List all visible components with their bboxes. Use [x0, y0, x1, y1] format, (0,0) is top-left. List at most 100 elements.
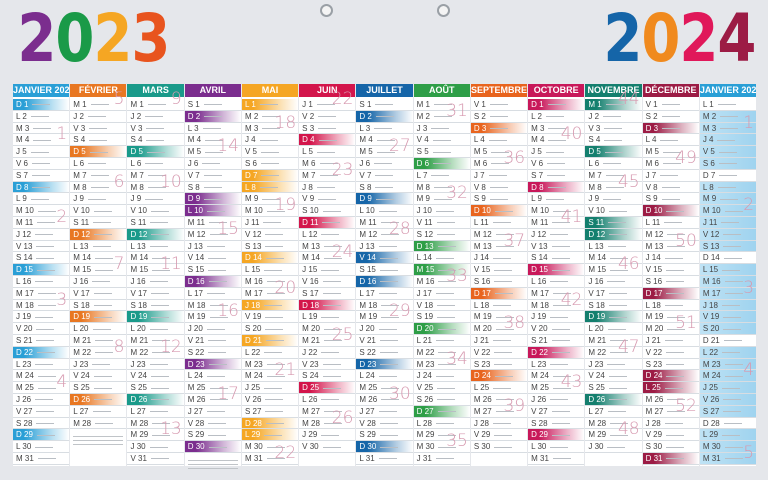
- day-cell[interactable]: S 16: [470, 276, 528, 288]
- day-cell[interactable]: J 5: [13, 146, 70, 158]
- day-cell[interactable]: M 6 49: [642, 149, 699, 170]
- day-cell[interactable]: V 11: [413, 217, 470, 229]
- day-cell[interactable]: M 17: [13, 288, 70, 300]
- day-cell[interactable]: J 30: [127, 441, 184, 453]
- day-cell[interactable]: L 13: [585, 241, 642, 253]
- day-cell[interactable]: D 5: [127, 146, 184, 158]
- day-cell[interactable]: M 8 10: [127, 173, 184, 194]
- day-cell[interactable]: L 18: [470, 300, 528, 312]
- day-cell[interactable]: S 13: [699, 240, 757, 253]
- day-cell[interactable]: D 17: [642, 287, 699, 300]
- day-cell[interactable]: M 18 3: [13, 291, 70, 312]
- day-cell[interactable]: L 8: [699, 181, 757, 194]
- day-cell[interactable]: M 12 28: [356, 220, 413, 241]
- day-cell[interactable]: M 14 24: [299, 244, 356, 265]
- day-cell[interactable]: L 12: [299, 229, 356, 241]
- day-cell[interactable]: L 1: [699, 99, 757, 111]
- day-cell[interactable]: J 26: [528, 394, 585, 406]
- day-cell[interactable]: D 26: [127, 393, 184, 406]
- day-cell[interactable]: L 21: [413, 335, 470, 347]
- day-cell[interactable]: S 13: [241, 241, 299, 253]
- day-cell[interactable]: S 4: [127, 134, 184, 147]
- day-cell[interactable]: M 22 47: [585, 338, 642, 359]
- day-cell[interactable]: M 4 1: [13, 126, 70, 147]
- day-cell[interactable]: M 31: [528, 453, 585, 465]
- day-cell[interactable]: M 14: [70, 252, 127, 265]
- day-cell[interactable]: M 30: [699, 441, 757, 453]
- day-cell[interactable]: L 16: [13, 276, 70, 288]
- day-cell[interactable]: J 4: [699, 134, 757, 147]
- day-cell[interactable]: S 1: [356, 99, 413, 111]
- day-cell[interactable]: M 25: [184, 382, 241, 394]
- day-cell[interactable]: S 10: [299, 205, 356, 217]
- day-cell[interactable]: M 29 13: [127, 421, 184, 442]
- day-cell[interactable]: L 31: [356, 453, 413, 465]
- day-cell[interactable]: V 1: [642, 99, 699, 111]
- day-cell[interactable]: V 4: [413, 134, 470, 147]
- day-cell[interactable]: V 3: [127, 123, 184, 135]
- day-cell[interactable]: M 4 40: [528, 126, 585, 147]
- day-cell[interactable]: M 11 41: [528, 208, 585, 229]
- day-cell[interactable]: S 18: [70, 300, 127, 312]
- day-cell[interactable]: M 20 38: [470, 315, 528, 335]
- day-cell[interactable]: D 21: [699, 335, 757, 347]
- day-cell[interactable]: L 23: [13, 359, 70, 371]
- day-cell[interactable]: J 30: [585, 441, 642, 453]
- day-cell[interactable]: S 21: [13, 335, 70, 347]
- day-cell[interactable]: L 11: [642, 217, 699, 229]
- day-cell[interactable]: L 26: [299, 394, 356, 406]
- day-cell[interactable]: D 9: [356, 193, 413, 206]
- day-cell[interactable]: J 26: [13, 394, 70, 406]
- day-cell[interactable]: J 11: [241, 217, 299, 229]
- day-cell[interactable]: V 17: [70, 288, 127, 300]
- day-cell[interactable]: M 21 25: [299, 326, 356, 347]
- day-cell[interactable]: M 21: [70, 335, 127, 347]
- day-cell[interactable]: V 21: [184, 335, 241, 347]
- day-cell[interactable]: M 8 45: [585, 173, 642, 194]
- day-cell[interactable]: J 9: [127, 193, 184, 206]
- day-cell[interactable]: J 7: [642, 170, 699, 182]
- day-cell[interactable]: D 10: [470, 205, 528, 217]
- day-cell[interactable]: L 2: [13, 111, 70, 123]
- day-cell[interactable]: D 2: [356, 110, 413, 123]
- day-cell[interactable]: M 21: [127, 335, 184, 347]
- day-cell[interactable]: D 19: [70, 311, 127, 324]
- day-cell[interactable]: M 19: [470, 311, 528, 324]
- day-cell[interactable]: M 25: [356, 382, 413, 394]
- day-cell[interactable]: J 9: [70, 193, 127, 206]
- day-cell[interactable]: M 23: [241, 359, 299, 371]
- day-cell[interactable]: M 13 37: [470, 232, 528, 253]
- day-cell[interactable]: M 9 32: [413, 185, 470, 206]
- day-cell[interactable]: J 4: [241, 134, 299, 147]
- day-cell[interactable]: V 14: [184, 252, 241, 265]
- day-cell[interactable]: V 9: [299, 193, 356, 206]
- day-cell[interactable]: L 9: [528, 193, 585, 206]
- day-cell[interactable]: J 6: [184, 158, 241, 170]
- day-cell[interactable]: L 28: [413, 418, 470, 430]
- day-cell[interactable]: D 3: [642, 122, 699, 135]
- day-cell[interactable]: S 7: [13, 170, 70, 182]
- day-cell[interactable]: M 10 19: [241, 197, 299, 217]
- day-cell[interactable]: J 12: [13, 229, 70, 241]
- day-cell[interactable]: L 3: [184, 123, 241, 135]
- day-cell[interactable]: V 22: [642, 347, 699, 359]
- day-cell[interactable]: J 27: [356, 406, 413, 418]
- day-cell[interactable]: M 19 16: [184, 303, 241, 324]
- day-cell[interactable]: D 12: [127, 228, 184, 241]
- day-cell[interactable]: J 16: [585, 276, 642, 288]
- day-cell[interactable]: L 7: [413, 170, 470, 182]
- day-cell[interactable]: L 29: [699, 429, 757, 442]
- day-cell[interactable]: M 7: [70, 170, 127, 182]
- day-cell[interactable]: J 20: [184, 323, 241, 335]
- day-cell[interactable]: M 27: [299, 406, 356, 418]
- day-cell[interactable]: L 8: [241, 181, 299, 194]
- day-cell[interactable]: V 10: [585, 205, 642, 217]
- day-cell[interactable]: M 28 26: [299, 409, 356, 430]
- day-cell[interactable]: J 16: [70, 276, 127, 288]
- day-cell[interactable]: M 12: [470, 229, 528, 241]
- day-cell[interactable]: J 16: [127, 276, 184, 288]
- day-cell[interactable]: J 11: [699, 216, 757, 229]
- day-cell[interactable]: M 27 39: [470, 397, 528, 418]
- day-cell[interactable]: M 9: [699, 193, 757, 206]
- day-cell[interactable]: M 24: [13, 370, 70, 383]
